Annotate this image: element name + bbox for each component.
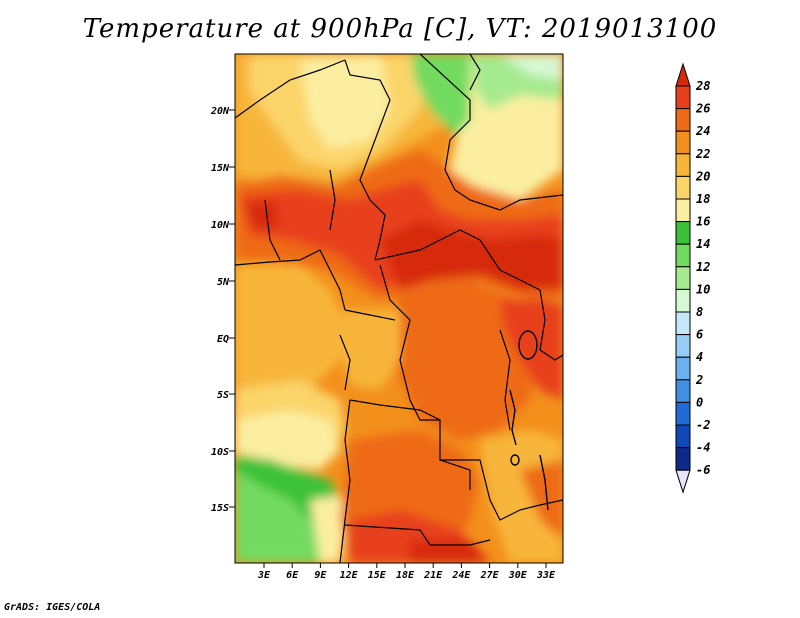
colorbar-segment — [675, 198, 691, 223]
country-borders — [235, 54, 563, 563]
lat-label: 10N — [211, 220, 230, 231]
colorbar-label: 20 — [695, 169, 710, 183]
map-frame — [234, 53, 564, 564]
lon-label: 18E — [396, 570, 415, 581]
colorbar-label: 0 — [696, 395, 703, 409]
colorbar-label: -2 — [696, 418, 710, 432]
colorbar-label: 24 — [695, 124, 710, 138]
colorbar-segment — [675, 130, 691, 155]
lon-label: 9E — [314, 570, 327, 581]
colorbar-label: 4 — [696, 350, 703, 364]
colorbar-segment — [675, 175, 691, 200]
colorbar-label: 2 — [695, 373, 703, 387]
colorbar-segment — [675, 401, 691, 426]
colorbar-label: 22 — [695, 147, 710, 161]
colorbar-segment — [675, 379, 691, 403]
colorbar-label: 16 — [696, 215, 710, 229]
colorbar-segment — [675, 447, 691, 471]
colorbar-bottom-arrow — [675, 469, 691, 494]
colorbar-segment — [675, 311, 691, 336]
colorbar-segment — [675, 288, 691, 313]
colorbar-label: 8 — [696, 305, 703, 319]
temperature-field — [235, 54, 563, 563]
lon-label: 24E — [451, 570, 471, 581]
lat-label: 20N — [210, 106, 230, 117]
colorbar-segment — [675, 108, 691, 132]
lat-label: 15N — [211, 163, 230, 174]
lon-label: 3E — [257, 570, 271, 581]
colorbar-label: 28 — [695, 79, 710, 93]
lon-label: 21E — [423, 570, 443, 581]
colorbar-segment — [675, 424, 691, 449]
colorbar-segment — [675, 243, 691, 268]
colorbar-label: 18 — [696, 192, 710, 206]
lat-label: EQ — [217, 334, 229, 345]
colorbar-segment — [675, 334, 691, 358]
page-title: Temperature at 900hPa [C], VT: 201901310… — [82, 14, 718, 44]
colorbar-segment — [675, 85, 691, 110]
colorbar-segment — [675, 221, 691, 245]
lon-label: 6E — [286, 570, 299, 581]
lon-label: 33E — [536, 570, 556, 581]
colorbar-label: -4 — [696, 441, 710, 455]
longitude-axis: 3E 6E 9E 12E 15E 18E 21E 24E 27E 30E 33E — [257, 563, 556, 581]
colorbar-label: 26 — [695, 102, 710, 116]
colorbar-label: 10 — [696, 282, 710, 296]
lon-label: 27E — [480, 570, 500, 581]
latitude-axis: 20N 15N 10N 5N EQ 5S 10S 15S — [210, 106, 235, 514]
lat-label: 5N — [217, 277, 230, 288]
colorbar-segment — [675, 153, 691, 177]
lon-label: 30E — [508, 570, 528, 581]
lake-outlines — [509, 330, 549, 511]
colorbar-label: 12 — [696, 260, 710, 274]
lon-label: 12E — [340, 570, 359, 581]
colorbar-label: 6 — [696, 328, 703, 342]
colorbar-segment — [675, 266, 691, 290]
colorbar-label: -6 — [696, 463, 710, 477]
lon-label: 15E — [368, 570, 387, 581]
colorbar-segment — [675, 356, 691, 381]
footer-credit: GrADS: IGES/COLA — [4, 602, 101, 613]
lat-label: 5S — [217, 390, 229, 401]
colorbar-label: 14 — [696, 237, 710, 251]
colorbar-top-arrow — [675, 62, 691, 87]
lat-label: 10S — [211, 447, 229, 458]
lat-label: 15S — [211, 503, 229, 514]
